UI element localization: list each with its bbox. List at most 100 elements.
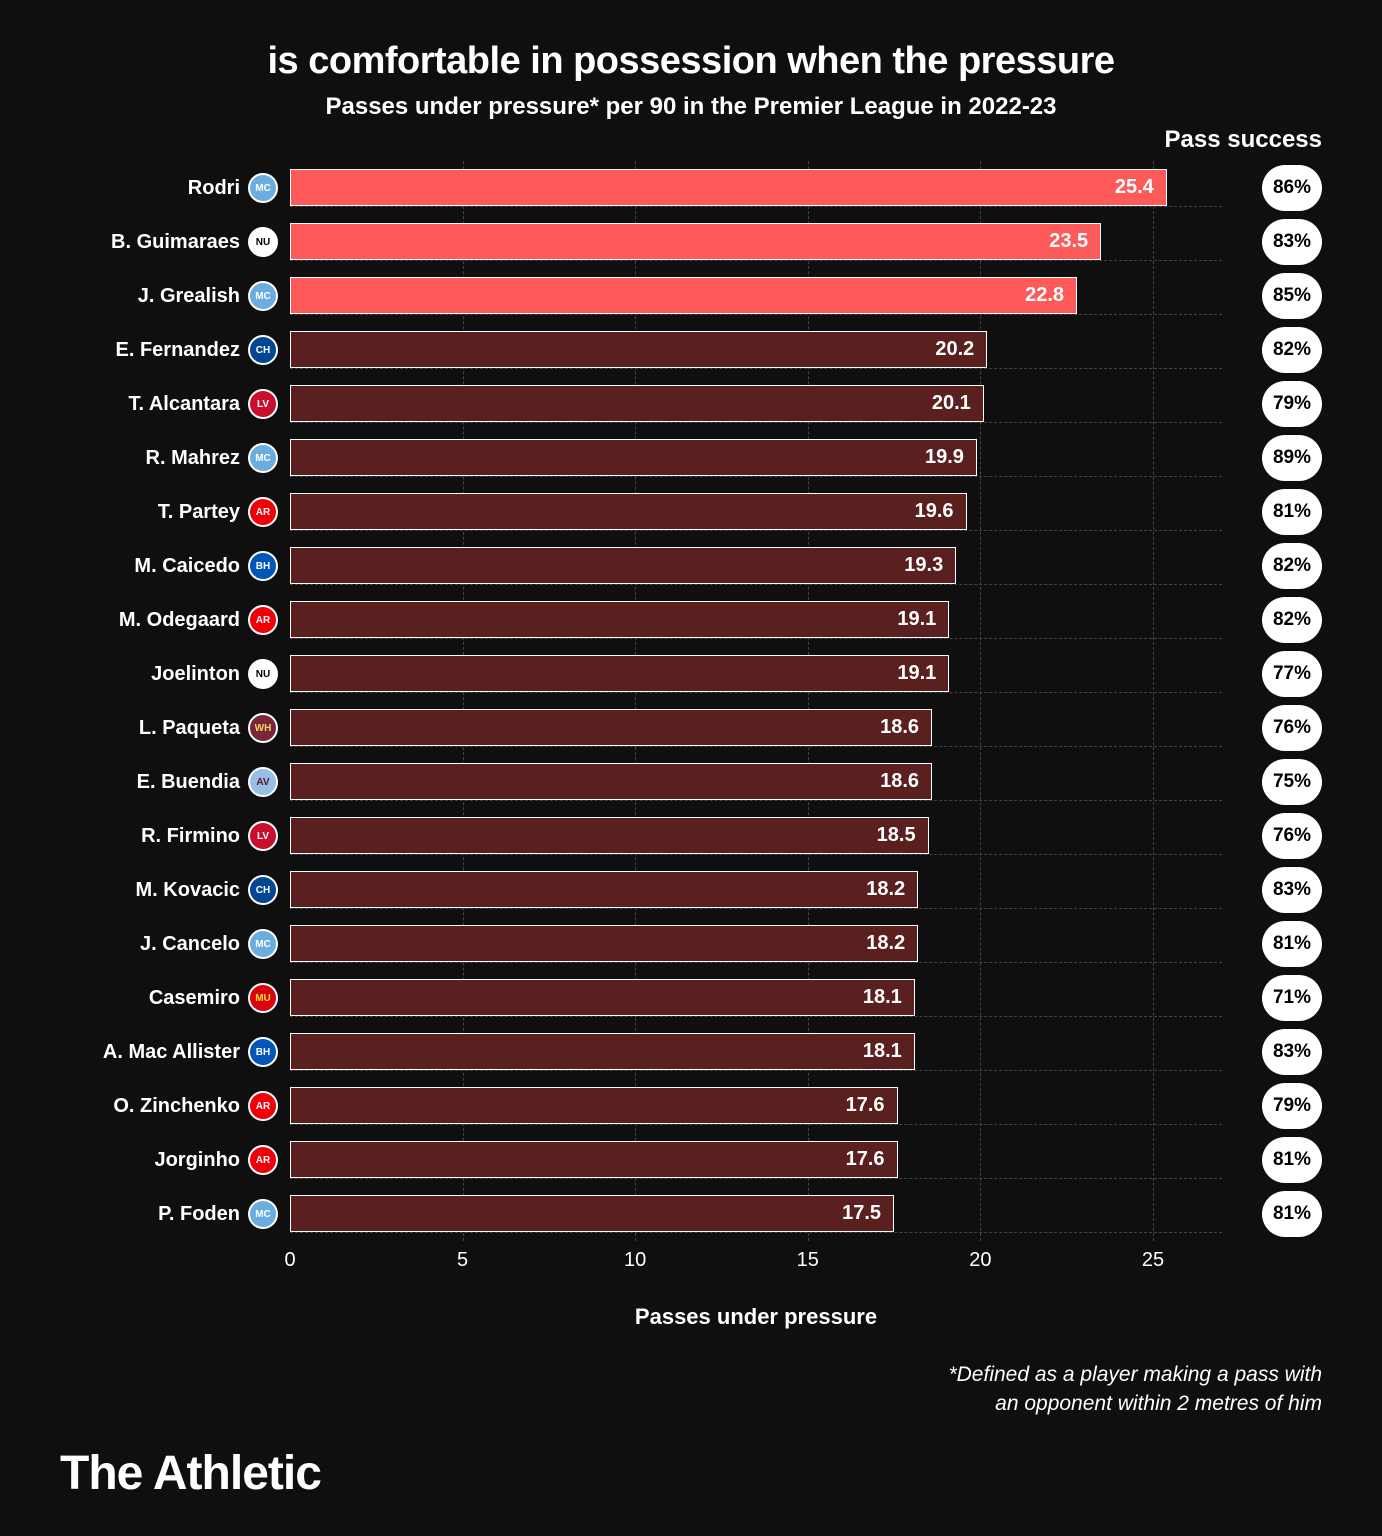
- data-row: R. FirminoLV18.576%: [290, 809, 1322, 863]
- team-badge-icon: MC: [248, 929, 278, 959]
- player-name: J. Cancelo: [60, 933, 240, 956]
- x-axis: 0510152025: [290, 1249, 1222, 1279]
- team-badge-icon: LV: [248, 821, 278, 851]
- bar: 17.6: [290, 1087, 898, 1124]
- pass-success-pill: 76%: [1262, 705, 1322, 751]
- bar: 18.5: [290, 817, 929, 854]
- team-badge-icon: NU: [248, 659, 278, 689]
- bar-track: 18.5: [290, 817, 1222, 855]
- pass-success-pill: 77%: [1262, 651, 1322, 697]
- team-badge-icon: AV: [248, 767, 278, 797]
- data-row: M. OdegaardAR19.182%: [290, 593, 1322, 647]
- bar-track: 18.1: [290, 979, 1222, 1017]
- bar-track: 18.2: [290, 871, 1222, 909]
- bar: 18.2: [290, 871, 918, 908]
- bar-track: 18.6: [290, 709, 1222, 747]
- player-name: R. Firmino: [60, 825, 240, 848]
- bar-track: 19.1: [290, 655, 1222, 693]
- pass-success-pill: 82%: [1262, 597, 1322, 643]
- pass-success-pill: 76%: [1262, 813, 1322, 859]
- data-row: J. CanceloMC18.281%: [290, 917, 1322, 971]
- pass-success-pill: 83%: [1262, 867, 1322, 913]
- team-badge-icon: BH: [248, 1037, 278, 1067]
- pass-success-pill: 81%: [1262, 921, 1322, 967]
- pass-success-header: Pass success: [1165, 126, 1322, 154]
- player-name: Jorginho: [60, 1149, 240, 1172]
- bar: 19.1: [290, 601, 949, 638]
- footnote-line1: *Defined as a player making a pass with: [948, 1363, 1322, 1386]
- player-name: Casemiro: [60, 987, 240, 1010]
- data-row: T. ParteyAR19.681%: [290, 485, 1322, 539]
- bar-track: 20.2: [290, 331, 1222, 369]
- data-row: L. PaquetaWH18.676%: [290, 701, 1322, 755]
- bar: 19.9: [290, 439, 977, 476]
- x-tick: 20: [969, 1249, 991, 1272]
- data-row: CasemiroMU18.171%: [290, 971, 1322, 1025]
- team-badge-icon: NU: [248, 227, 278, 257]
- pass-success-pill: 71%: [1262, 975, 1322, 1021]
- data-row: R. MahrezMC19.989%: [290, 431, 1322, 485]
- team-badge-icon: MC: [248, 281, 278, 311]
- player-name: Joelinton: [60, 663, 240, 686]
- data-row: JorginhoAR17.681%: [290, 1133, 1322, 1187]
- pass-success-pill: 83%: [1262, 219, 1322, 265]
- team-badge-icon: MC: [248, 173, 278, 203]
- data-row: RodriMC25.486%: [290, 161, 1322, 215]
- player-name: M. Odegaard: [60, 609, 240, 632]
- bar-track: 17.6: [290, 1087, 1222, 1125]
- data-row: E. FernandezCH20.282%: [290, 323, 1322, 377]
- data-row: A. Mac AllisterBH18.183%: [290, 1025, 1322, 1079]
- chart-container: Pass success RodriMC25.486%B. GuimaraesN…: [60, 161, 1322, 1330]
- x-axis-label: Passes under pressure: [290, 1304, 1222, 1330]
- team-badge-icon: MC: [248, 443, 278, 473]
- player-name: E. Fernandez: [60, 339, 240, 362]
- x-tick: 15: [797, 1249, 819, 1272]
- data-row: J. GrealishMC22.885%: [290, 269, 1322, 323]
- data-row: O. ZinchenkoAR17.679%: [290, 1079, 1322, 1133]
- pass-success-pill: 82%: [1262, 543, 1322, 589]
- footnote: *Defined as a player making a pass with …: [60, 1360, 1322, 1419]
- team-badge-icon: LV: [248, 389, 278, 419]
- pass-success-pill: 79%: [1262, 1083, 1322, 1129]
- bar: 18.2: [290, 925, 918, 962]
- player-name: T. Partey: [60, 501, 240, 524]
- team-badge-icon: WH: [248, 713, 278, 743]
- chart-subtitle: Passes under pressure* per 90 in the Pre…: [60, 93, 1322, 121]
- pass-success-pill: 83%: [1262, 1029, 1322, 1075]
- player-name: M. Kovacic: [60, 879, 240, 902]
- team-badge-icon: CH: [248, 335, 278, 365]
- bar: 22.8: [290, 277, 1077, 314]
- team-badge-icon: AR: [248, 497, 278, 527]
- bar: 20.1: [290, 385, 984, 422]
- player-name: A. Mac Allister: [60, 1041, 240, 1064]
- pass-success-pill: 81%: [1262, 489, 1322, 535]
- pass-success-pill: 81%: [1262, 1191, 1322, 1237]
- bar: 18.6: [290, 763, 932, 800]
- bar-track: 19.9: [290, 439, 1222, 477]
- team-badge-icon: MU: [248, 983, 278, 1013]
- bar-track: 19.3: [290, 547, 1222, 585]
- pass-success-pill: 79%: [1262, 381, 1322, 427]
- player-name: T. Alcantara: [60, 393, 240, 416]
- player-name: O. Zinchenko: [60, 1095, 240, 1118]
- pass-success-pill: 89%: [1262, 435, 1322, 481]
- x-tick: 25: [1142, 1249, 1164, 1272]
- x-tick: 0: [284, 1249, 295, 1272]
- bar: 19.1: [290, 655, 949, 692]
- pass-success-pill: 75%: [1262, 759, 1322, 805]
- player-name: P. Foden: [60, 1203, 240, 1226]
- data-row: B. GuimaraesNU23.583%: [290, 215, 1322, 269]
- bar: 23.5: [290, 223, 1101, 260]
- pass-success-pill: 85%: [1262, 273, 1322, 319]
- bar-track: 22.8: [290, 277, 1222, 315]
- bar: 17.5: [290, 1195, 894, 1232]
- bar-track: 18.2: [290, 925, 1222, 963]
- data-row: T. AlcantaraLV20.179%: [290, 377, 1322, 431]
- team-badge-icon: AR: [248, 1145, 278, 1175]
- data-row: P. FodenMC17.581%: [290, 1187, 1322, 1241]
- x-tick: 10: [624, 1249, 646, 1272]
- bar-track: 17.6: [290, 1141, 1222, 1179]
- bar-track: 18.6: [290, 763, 1222, 801]
- bar: 18.6: [290, 709, 932, 746]
- plot-area: RodriMC25.486%B. GuimaraesNU23.583%J. Gr…: [290, 161, 1322, 1241]
